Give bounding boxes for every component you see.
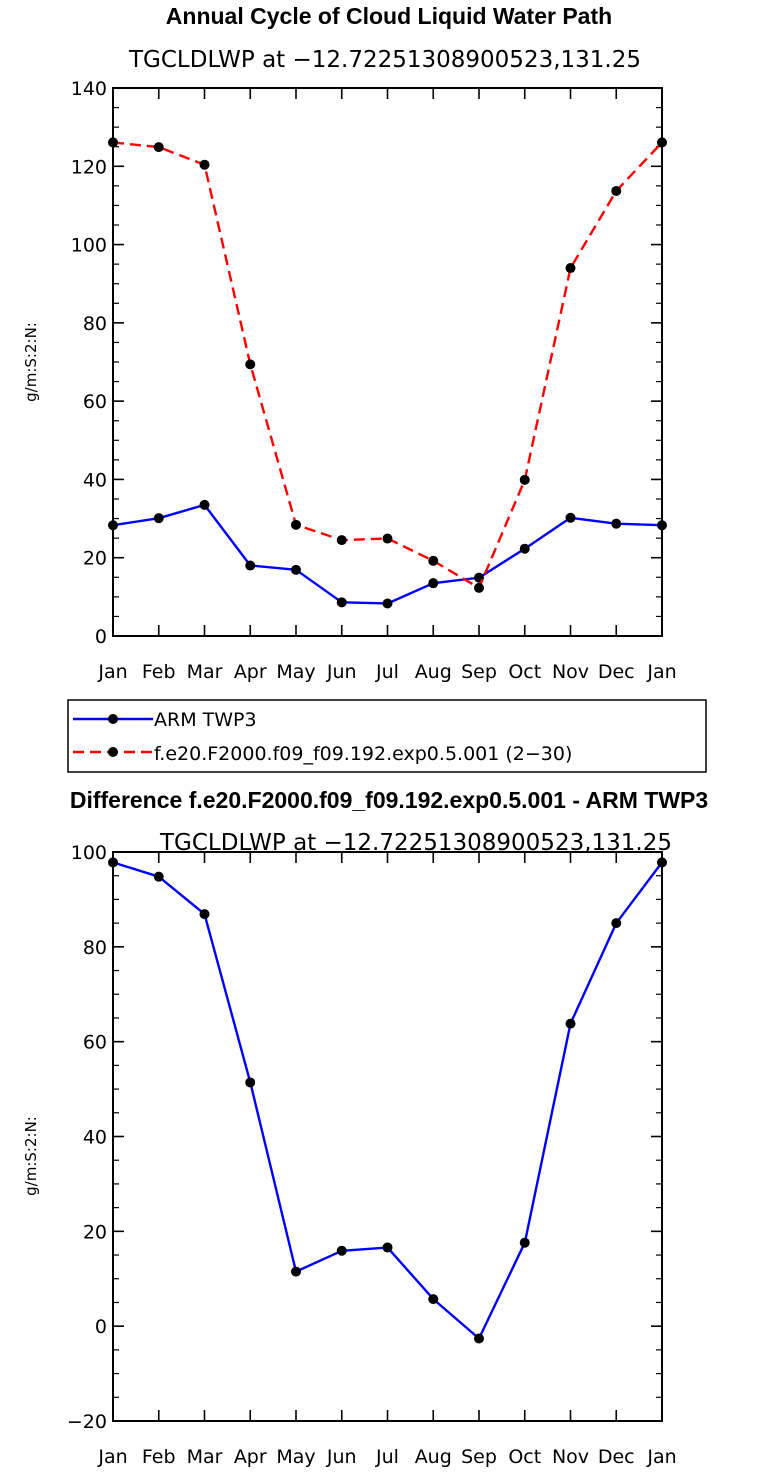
data-point — [519, 543, 530, 554]
difference-chart: Difference f.e20.F2000.f09_f09.192.exp0.… — [22, 787, 708, 1468]
plot-frame — [112, 87, 663, 637]
legend-marker-model — [108, 747, 118, 757]
x-tick-label: Jan — [646, 1446, 676, 1468]
y-tick-label: 60 — [83, 391, 107, 413]
x-tick-label: Nov — [552, 661, 589, 683]
data-point — [382, 533, 393, 544]
y-tick-label: 140 — [71, 78, 107, 100]
data-point — [336, 1245, 347, 1256]
x-tick-label: Jan — [97, 661, 127, 683]
data-point — [108, 137, 118, 148]
data-point — [657, 520, 667, 531]
data-point — [565, 512, 576, 523]
data-point — [611, 918, 622, 929]
data-point — [108, 520, 118, 531]
data-point — [199, 159, 210, 170]
y-tick-label: 100 — [71, 842, 107, 864]
y-tick-label: 20 — [83, 548, 107, 570]
legend-label-arm: ARM TWP3 — [154, 709, 257, 731]
x-tick-label: Dec — [598, 661, 635, 683]
x-tick-label: Aug — [415, 1446, 452, 1468]
data-point — [245, 1077, 256, 1088]
data-point — [474, 582, 484, 593]
y-tick-label: 80 — [83, 313, 107, 335]
x-tick-label: Jun — [326, 661, 357, 683]
x-tick-label: Jul — [375, 1446, 399, 1468]
x-tick-label: Aug — [415, 661, 452, 683]
data-point — [428, 1294, 439, 1305]
data-point — [565, 1018, 576, 1029]
x-tick-label: Jul — [375, 661, 399, 683]
data-point — [153, 871, 164, 882]
data-point — [153, 513, 164, 524]
y-tick-label: 40 — [83, 1127, 107, 1149]
x-tick-label: Apr — [234, 1446, 267, 1468]
data-point — [153, 142, 164, 153]
x-tick-label: Mar — [187, 1446, 223, 1468]
data-point — [199, 499, 210, 510]
x-tick-label: Dec — [598, 1446, 635, 1468]
legend: ARM TWP3 f.e20.F2000.f09_f09.192.exp0.5.… — [67, 699, 707, 773]
y-axis-label: g/m:S:2:N: — [22, 322, 40, 402]
x-tick-label: Feb — [142, 661, 176, 683]
data-point — [428, 578, 439, 589]
data-point — [519, 474, 530, 485]
data-point — [245, 359, 256, 370]
x-tick-label: May — [276, 1446, 315, 1468]
data-point — [611, 185, 622, 196]
y-tick-label: 40 — [83, 469, 107, 491]
series-line-0 — [112, 503, 663, 605]
y-tick-label: 120 — [71, 156, 107, 178]
series-line-0 — [112, 861, 663, 1340]
y-axis-label: g/m:S:2:N: — [22, 1116, 40, 1196]
data-point — [108, 857, 118, 868]
x-tick-label: Mar — [187, 661, 223, 683]
x-tick-label: Sep — [461, 1446, 497, 1468]
data-point — [382, 1242, 393, 1253]
data-point — [291, 564, 301, 575]
series-line-1 — [112, 141, 663, 590]
x-tick-label: Oct — [508, 1446, 541, 1468]
chart-subtitle: TGCLDLWP at −12.72251308900523,131.25 — [128, 47, 641, 73]
data-point — [336, 535, 347, 546]
data-point — [245, 560, 256, 571]
x-tick-label: Sep — [461, 661, 497, 683]
plot-frame — [112, 851, 663, 1422]
legend-marker-arm — [108, 714, 118, 724]
y-tick-label: 60 — [83, 1032, 107, 1054]
annual-cycle-chart: Annual Cycle of Cloud Liquid Water Path … — [22, 3, 677, 683]
data-point — [336, 597, 347, 608]
legend-box — [67, 699, 707, 773]
y-tick-label: 80 — [83, 937, 107, 959]
data-point — [519, 1237, 530, 1248]
data-point — [199, 909, 210, 920]
x-tick-label: May — [276, 661, 315, 683]
chart-title: Annual Cycle of Cloud Liquid Water Path — [166, 3, 612, 29]
x-tick-label: Jun — [326, 1446, 357, 1468]
data-point — [611, 518, 622, 529]
x-tick-label: Nov — [552, 1446, 589, 1468]
y-tick-label: 0 — [95, 626, 107, 648]
data-point — [474, 1333, 484, 1344]
legend-label-model: f.e20.F2000.f09_f09.192.exp0.5.001 (2−30… — [154, 743, 572, 765]
x-tick-label: Jan — [646, 661, 676, 683]
x-tick-label: Oct — [508, 661, 541, 683]
data-point — [291, 519, 301, 530]
y-tick-label: 20 — [83, 1221, 107, 1243]
x-tick-label: Feb — [142, 1446, 176, 1468]
data-point — [291, 1266, 301, 1277]
data-point — [565, 263, 576, 274]
chart-title: Difference f.e20.F2000.f09_f09.192.exp0.… — [70, 787, 708, 813]
data-point — [657, 857, 667, 868]
x-tick-label: Jan — [97, 1446, 127, 1468]
data-point — [657, 137, 667, 148]
y-tick-label: −20 — [67, 1411, 107, 1433]
data-point — [382, 598, 393, 609]
y-tick-label: 100 — [71, 235, 107, 257]
x-tick-label: Apr — [234, 661, 267, 683]
data-point — [428, 555, 439, 566]
y-tick-label: 0 — [95, 1316, 107, 1338]
